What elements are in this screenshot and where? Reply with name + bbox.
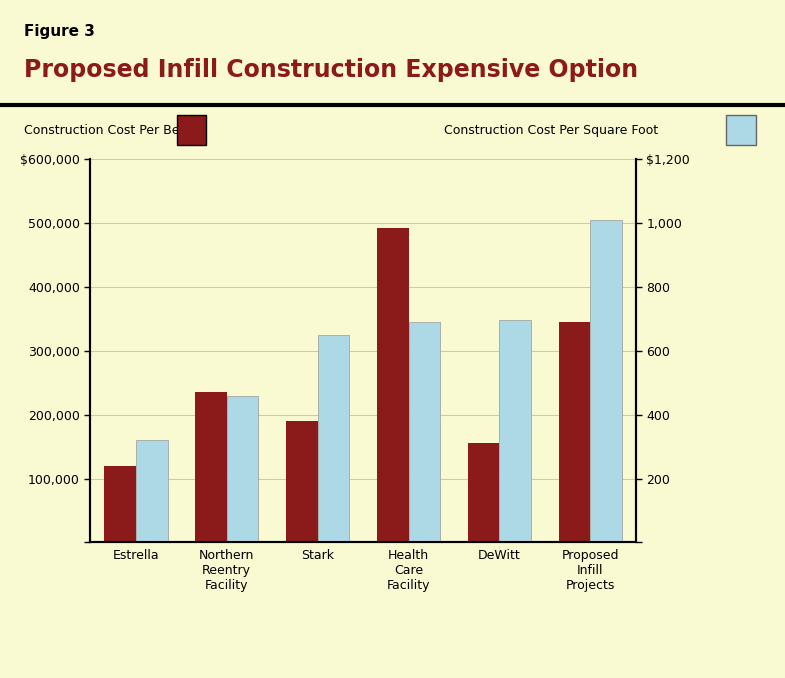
Bar [318, 335, 349, 542]
Bar [136, 440, 167, 542]
Text: Figure 3: Figure 3 [24, 24, 94, 39]
Text: Construction Cost Per Bed: Construction Cost Per Bed [24, 123, 187, 137]
Bar [559, 322, 590, 542]
Text: Proposed Infill Construction Expensive Option: Proposed Infill Construction Expensive O… [24, 58, 637, 81]
Bar [590, 220, 623, 542]
Bar [286, 421, 318, 542]
Bar [499, 320, 531, 542]
Bar [195, 393, 227, 542]
Bar [468, 443, 499, 542]
Text: Construction Cost Per Square Foot: Construction Cost Per Square Foot [444, 123, 658, 137]
Bar [104, 466, 136, 542]
Bar [227, 395, 258, 542]
Bar [408, 322, 440, 542]
Bar [377, 228, 408, 542]
